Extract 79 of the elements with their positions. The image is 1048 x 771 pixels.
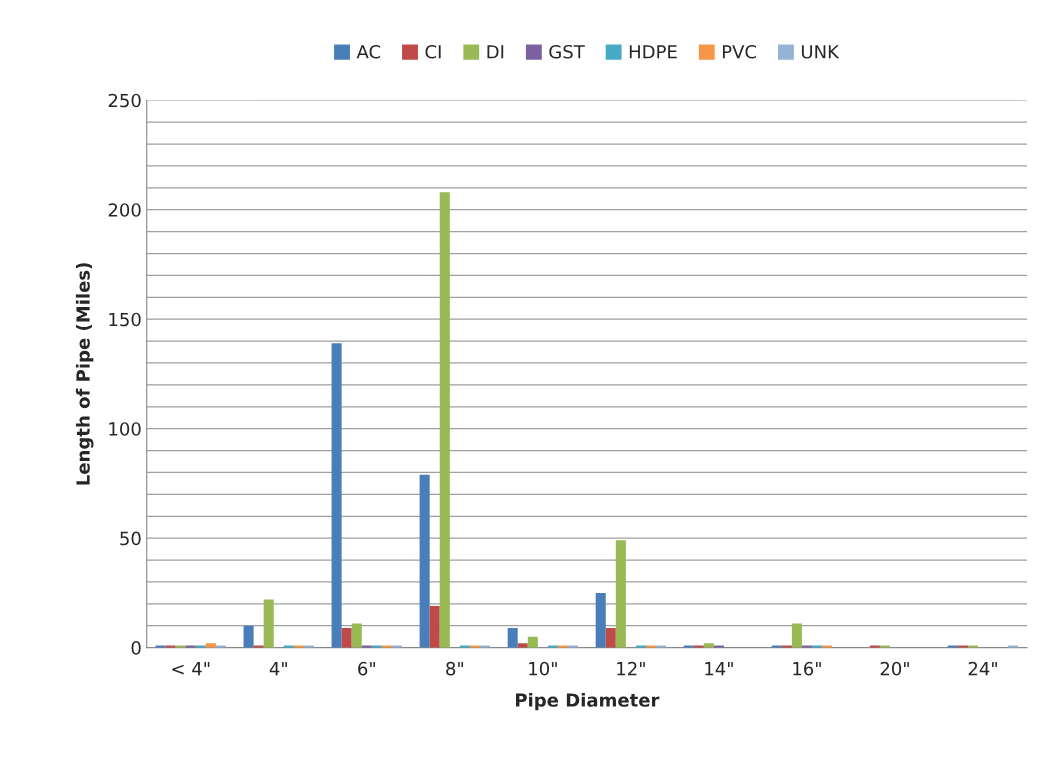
bar <box>459 645 470 648</box>
legend-label: HDPE <box>629 45 677 59</box>
legend-label: GST <box>549 44 585 59</box>
bar <box>635 645 646 648</box>
bar <box>781 645 792 648</box>
bar <box>371 645 382 648</box>
bar <box>693 645 704 648</box>
bar <box>479 645 491 648</box>
bar <box>595 592 606 648</box>
x-tick-label: 10" <box>529 661 557 676</box>
bar <box>547 645 558 648</box>
legend-label: CI <box>425 44 441 59</box>
bar <box>811 645 823 648</box>
bar <box>656 645 667 648</box>
bar <box>967 645 978 648</box>
bar <box>879 645 890 648</box>
bar <box>469 645 480 648</box>
bar <box>283 645 294 648</box>
x-tick-label: 14" <box>705 662 733 676</box>
bar <box>253 645 264 648</box>
bar <box>801 645 812 648</box>
y-tick-label: 0 <box>131 641 141 655</box>
y-tick-label: 250 <box>108 93 141 108</box>
bar <box>303 645 314 648</box>
y-tick-label: 50 <box>120 531 141 546</box>
bar <box>557 645 569 648</box>
bar <box>185 645 196 648</box>
x-tick-label: 6" <box>358 661 375 676</box>
bar <box>568 645 579 648</box>
bar <box>645 645 657 648</box>
bar <box>341 627 352 648</box>
bar <box>791 623 802 648</box>
bar <box>419 474 430 648</box>
bar <box>1008 645 1019 648</box>
x-tick-label: < 4" <box>172 662 210 676</box>
y-axis-title: Length of Pipe (Miles) <box>75 263 94 485</box>
bar <box>165 645 176 648</box>
x-tick-label: 24" <box>968 661 997 676</box>
y-tick-label: 150 <box>109 312 141 327</box>
bar <box>155 645 166 648</box>
bar <box>215 645 226 648</box>
bar <box>683 645 694 648</box>
bar <box>331 343 342 648</box>
bar <box>517 643 528 648</box>
bar <box>822 645 833 648</box>
bar <box>293 645 304 648</box>
bar <box>615 540 626 648</box>
bar <box>713 645 724 648</box>
bar <box>507 627 518 648</box>
bar <box>429 606 440 648</box>
x-tick-label: 16" <box>793 661 821 676</box>
legend-label: UNK <box>801 45 840 59</box>
bar <box>351 623 362 648</box>
legend-label: DI <box>487 45 504 59</box>
x-tick-label: 4" <box>269 662 287 676</box>
bar <box>175 645 186 648</box>
x-tick-label: 8" <box>446 661 463 676</box>
x-tick-label: 20" <box>880 661 909 676</box>
legend-label: AC <box>356 44 381 59</box>
bar <box>439 192 450 648</box>
bar <box>391 645 403 648</box>
bar <box>381 645 392 648</box>
bar <box>605 627 616 648</box>
y-tick-label: 100 <box>109 422 141 436</box>
bar <box>527 636 538 648</box>
x-axis-title: Pipe Diameter <box>516 692 660 711</box>
bar <box>869 645 880 648</box>
x-tick-label: 12" <box>617 661 645 676</box>
bar <box>195 645 206 648</box>
bar <box>263 599 274 648</box>
bar <box>947 645 958 648</box>
y-tick-label: 200 <box>108 203 141 217</box>
bar <box>703 643 714 648</box>
bar <box>361 645 372 648</box>
bar <box>771 645 782 648</box>
bar <box>205 643 216 648</box>
legend-label: PVC <box>722 44 757 59</box>
bar <box>957 645 968 648</box>
bar <box>243 625 254 648</box>
